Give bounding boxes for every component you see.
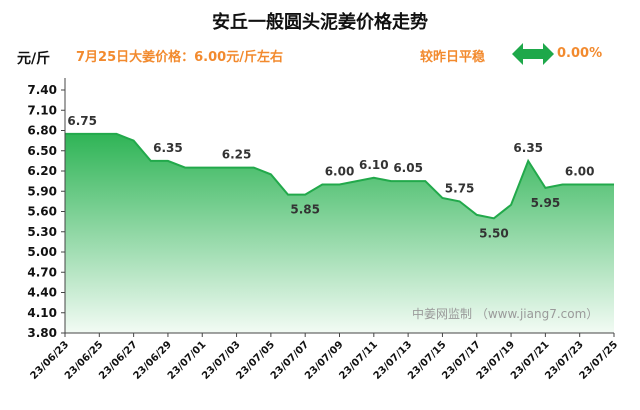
y-tick-label: 4.40 [27,286,57,300]
compare-text: 较昨日平稳 [420,50,486,65]
data-label: 6.05 [393,161,423,175]
data-label: 6.00 [325,165,355,179]
data-label: 5.75 [445,181,475,195]
data-label: 6.35 [153,141,183,155]
data-label: 6.00 [565,165,595,179]
y-axis-unit: 元/斤 [17,51,51,67]
watermark: 中姜网监制 （www.jiang7.com） [412,306,598,321]
change-percent: 0.00% [557,46,603,61]
y-tick-label: 5.00 [27,245,57,259]
y-tick-label: 6.50 [27,144,57,158]
y-tick-label: 7.40 [27,83,57,97]
data-label: 6.10 [359,158,389,172]
y-tick-label: 3.80 [27,326,57,340]
double-arrow-icon [512,42,554,70]
data-label: 6.75 [67,114,97,128]
price-summary: 7月25日大姜价格：6.00元/斤左右 [76,50,283,65]
data-label: 6.35 [513,141,543,155]
y-tick-label: 6.20 [27,164,57,178]
y-tick-label: 5.90 [27,184,57,198]
chart-title: 安丘一般圆头泥姜价格走势 [212,12,428,33]
y-tick-label: 7.10 [27,103,57,117]
series-line [65,132,614,220]
y-tick-label: 5.30 [27,225,57,239]
data-label: 5.50 [479,226,509,240]
y-tick-label: 6.80 [27,124,57,138]
y-tick-label: 4.10 [27,306,57,320]
data-label: 6.25 [222,148,252,162]
area-fill [65,133,614,333]
data-label: 5.95 [531,196,561,210]
data-label: 5.85 [290,203,320,217]
y-tick-label: 4.70 [27,265,57,279]
y-tick-label: 5.60 [27,205,57,219]
